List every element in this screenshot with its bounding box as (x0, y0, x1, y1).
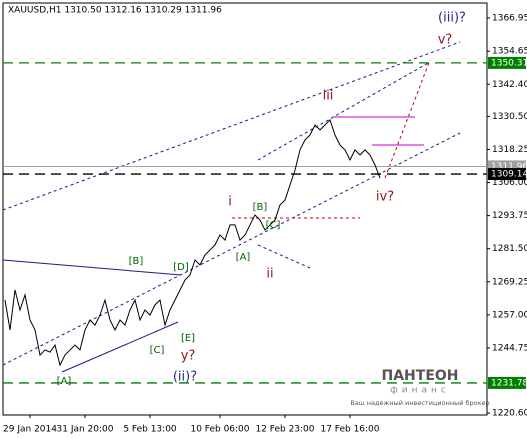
x-tick-label: 5 Feb 13:00 (123, 425, 177, 435)
y-tick-label: 1306.00 (492, 178, 527, 188)
wave-label: [B] (253, 202, 268, 213)
logo-sub: финанс (390, 386, 450, 396)
price-line (4, 118, 381, 367)
wave-label: [A] (236, 252, 251, 263)
price-level-label: 1350.31 (491, 58, 527, 68)
y-tick-label: 1257.00 (492, 310, 527, 320)
wave-label: [E] (181, 333, 195, 344)
y-tick-label: 1220.60 (492, 409, 527, 419)
plot-frame (2, 2, 488, 416)
y-tick-label: 1318.25 (492, 145, 527, 155)
x-tick-label: 31 Jan 20:00 (57, 425, 114, 435)
price-level-box (488, 56, 526, 69)
wave-label: [B] (129, 256, 144, 267)
wave-label: [C] (150, 345, 165, 356)
chart-title: XAUUSD,H1 1310.50 1312.16 1310.29 1311.9… (8, 6, 222, 16)
logo-name: ПАНТЕОН (382, 368, 459, 384)
logo-tagline: Ваш надежный инвестиционный брокер (350, 399, 489, 407)
wave-label: [D] (173, 262, 189, 273)
wave-label: (ii)? (173, 370, 197, 385)
y-tick-label: 1244.75 (492, 343, 527, 353)
wave-label: ii (266, 267, 273, 282)
y-tick-label: 1366.95 (492, 13, 527, 23)
wave-label: [C] (266, 220, 281, 231)
y-tick-label: 1293.75 (492, 211, 527, 221)
price-level-label: 1309.14 (491, 170, 527, 180)
x-tick-label: 12 Feb 23:00 (255, 425, 314, 435)
wave-label: iv? (376, 190, 394, 205)
wave-label: (iii)? (438, 11, 466, 26)
price-level-label: 1231.78 (491, 378, 527, 388)
logo-bg (368, 364, 472, 414)
y-tick-label: 1354.65 (492, 47, 527, 57)
x-tick-label: 17 Feb 16:00 (320, 425, 379, 435)
y-tick-label: 1330.50 (492, 112, 527, 122)
x-tick-label: 10 Feb 06:00 (190, 425, 249, 435)
price-level-box (488, 168, 526, 181)
trend-lines (2, 41, 461, 373)
wave-label: y? (181, 349, 196, 364)
y-tick-label: 1281.50 (492, 244, 527, 254)
logo: ПАНТЕОН финанс Ваш надежный инвестиционн… (350, 364, 490, 414)
y-tick-label: 1269.25 (492, 277, 527, 287)
y-tick-label: 1342.40 (492, 80, 527, 90)
price-level-label: 1311.96 (491, 162, 527, 172)
wave-label: [A] (57, 376, 72, 387)
wave-label: iii (323, 89, 334, 104)
wave-label: i (228, 195, 232, 210)
wave-label: v? (438, 33, 453, 48)
price-level-box (488, 376, 526, 389)
x-tick-label: 29 Jan 2014 (3, 425, 57, 435)
